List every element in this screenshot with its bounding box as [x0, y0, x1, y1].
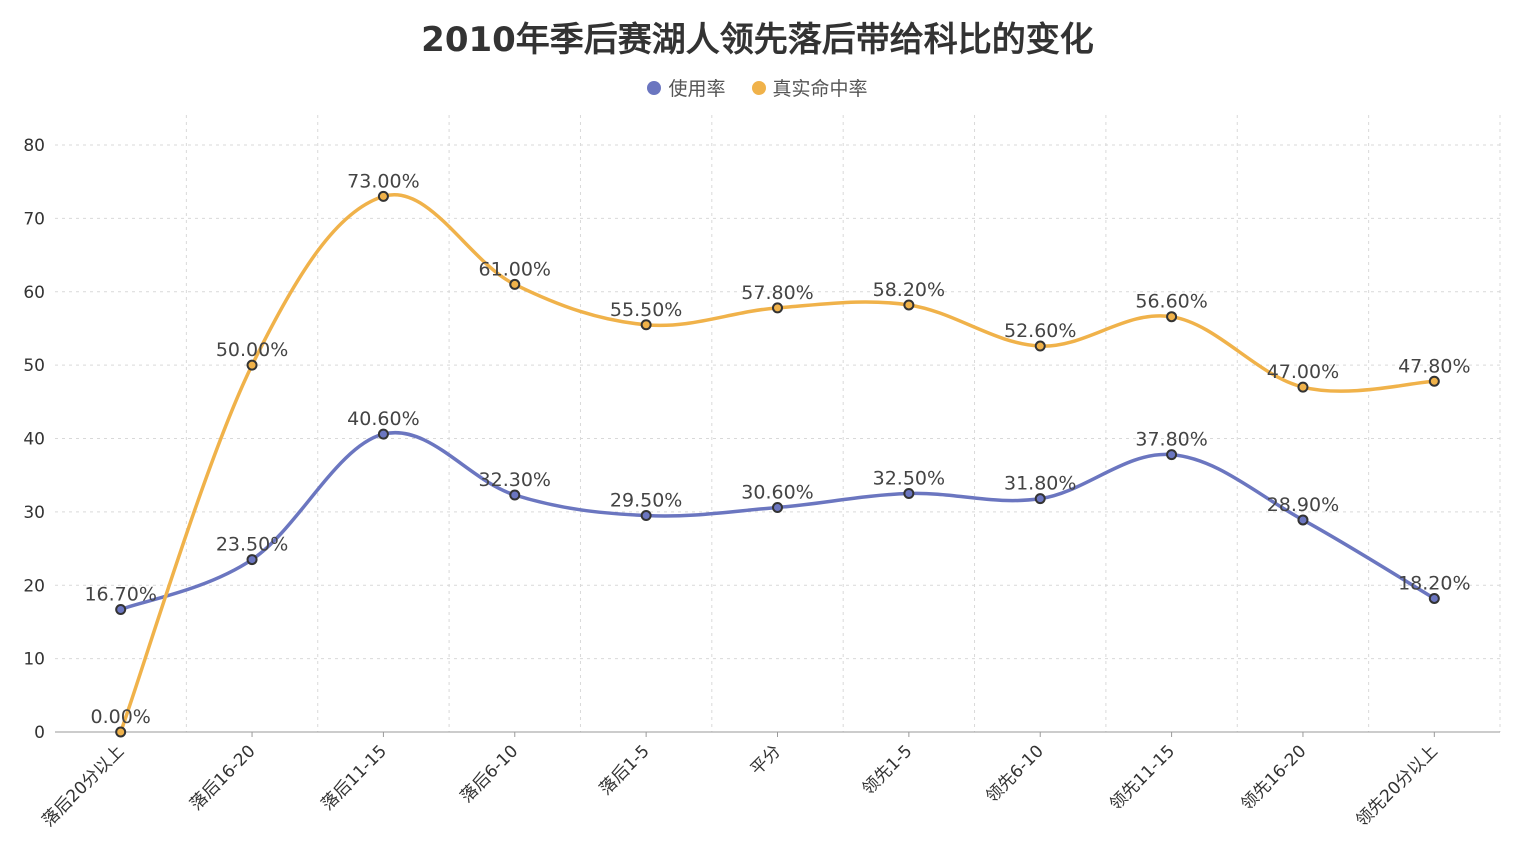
data-label: 58.20%: [873, 279, 945, 301]
data-label: 40.60%: [347, 408, 419, 430]
data-label: 29.50%: [610, 490, 682, 512]
data-point[interactable]: [640, 510, 652, 522]
x-tick-label: 领先11-15: [1106, 741, 1179, 814]
chart-title: 2010年季后赛湖人领先落后带给科比的变化: [421, 20, 1094, 60]
data-point[interactable]: [1297, 514, 1309, 526]
data-point[interactable]: [772, 501, 783, 513]
data-point[interactable]: [1428, 375, 1440, 387]
data-label: 32.30%: [479, 469, 551, 491]
y-tick-label: 70: [23, 209, 45, 229]
data-point[interactable]: [509, 278, 521, 290]
y-tick-label: 60: [23, 283, 45, 303]
y-tick-label: 10: [23, 650, 45, 670]
series-line-2: [119, 192, 1435, 733]
y-tick-label: 30: [23, 503, 45, 523]
data-label: 47.00%: [1267, 361, 1339, 383]
data-point[interactable]: [1166, 311, 1178, 323]
data-label: 32.50%: [873, 468, 945, 490]
data-labels: 16.70% 23.50% 40.60% 32.30% 29.50% 30.60% 32.5…: [84, 170, 1470, 728]
x-tick-label: 落后6-10: [457, 741, 522, 806]
data-label: 73.00%: [347, 170, 419, 192]
data-label: 31.80%: [1004, 473, 1076, 495]
x-tick-label: 落后11-15: [318, 741, 391, 814]
y-tick-label: 50: [23, 356, 45, 376]
data-point[interactable]: [1034, 493, 1046, 505]
data-label: 50.00%: [216, 339, 288, 361]
legend-label-series-1: 使用率: [668, 78, 726, 100]
data-label: 57.80%: [741, 282, 813, 304]
data-label: 37.80%: [1135, 429, 1207, 451]
data-point[interactable]: [1428, 592, 1440, 604]
data-point[interactable]: [903, 488, 915, 500]
data-label: 56.60%: [1135, 291, 1207, 313]
legend-item-series-1[interactable]: 使用率: [647, 74, 726, 101]
data-point[interactable]: [115, 603, 127, 615]
legend: 使用率 真实命中率: [0, 74, 1515, 101]
x-tick-label: 领先16-20: [1237, 741, 1310, 814]
legend-marker-series-1: [647, 80, 662, 95]
legend-label-series-2: 真实命中率: [772, 78, 868, 100]
data-point[interactable]: [1034, 340, 1046, 352]
y-tick-label: 40: [23, 430, 45, 450]
data-point[interactable]: [640, 319, 652, 331]
x-tick-label: 领先1-5: [859, 741, 917, 799]
data-label: 61.00%: [479, 258, 551, 280]
data-point[interactable]: [1166, 449, 1178, 461]
data-point[interactable]: [246, 554, 258, 566]
data-point[interactable]: [1297, 381, 1309, 393]
data-point[interactable]: [377, 428, 389, 440]
y-tick-label: 0: [34, 723, 45, 743]
x-tick-label: 领先6-10: [982, 741, 1047, 806]
x-tick-label: 领先20分以上: [1352, 741, 1442, 831]
gridlines: [55, 115, 1501, 732]
legend-item-series-2[interactable]: 真实命中率: [751, 74, 868, 101]
data-label: 47.80%: [1398, 355, 1470, 377]
data-label: 0.00%: [91, 706, 151, 728]
data-point[interactable]: [246, 359, 258, 371]
y-tick-label: 80: [23, 136, 45, 156]
data-point[interactable]: [772, 302, 783, 314]
data-point[interactable]: [903, 299, 915, 311]
data-label: 55.50%: [610, 299, 682, 321]
y-tick-label: 20: [23, 576, 45, 596]
x-tick-label: 落后16-20: [186, 741, 259, 814]
data-points: [115, 190, 1440, 738]
x-tick-label: 落后1-5: [596, 741, 654, 799]
data-label: 52.60%: [1004, 320, 1076, 342]
data-label: 23.50%: [216, 534, 288, 556]
series-lines: [119, 192, 1436, 733]
data-label: 18.20%: [1398, 572, 1470, 594]
legend-marker-series-2: [751, 80, 766, 95]
data-label: 28.90%: [1267, 494, 1339, 516]
x-tick-label: 落后20分以上: [39, 741, 129, 831]
data-point[interactable]: [377, 190, 389, 202]
data-point[interactable]: [509, 489, 521, 501]
data-point[interactable]: [115, 726, 127, 738]
data-label: 30.60%: [741, 481, 813, 503]
data-label: 16.70%: [84, 583, 156, 605]
x-tick-label: 平分: [747, 741, 785, 779]
